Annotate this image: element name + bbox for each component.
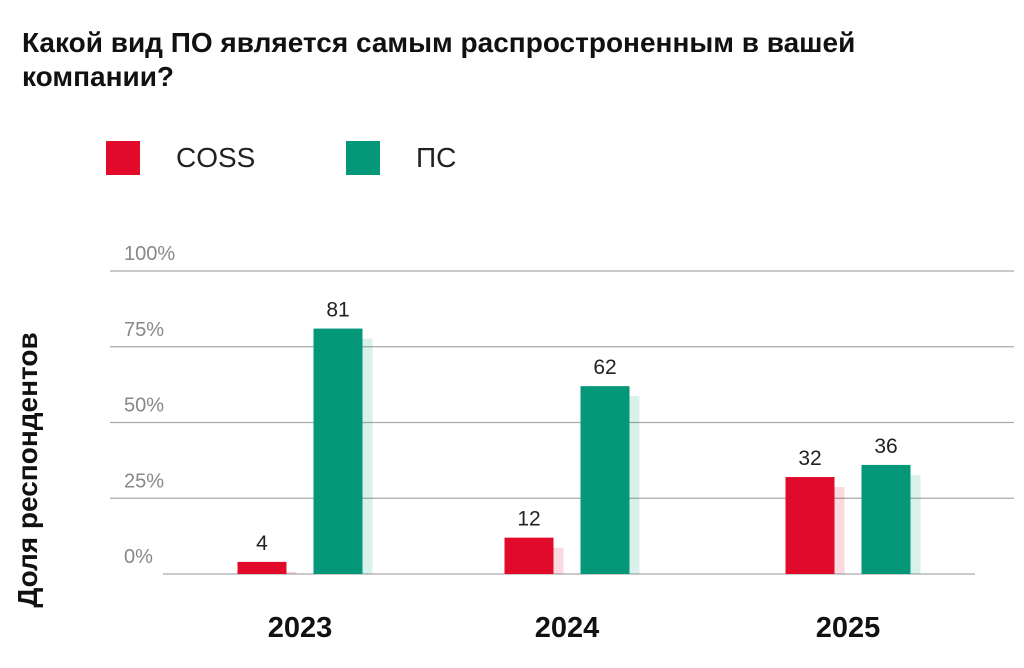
legend-swatch-coss: [106, 141, 140, 175]
bar-пс: [313, 328, 363, 574]
y-tick-label: 50%: [124, 395, 164, 417]
y-tick-label: 100%: [124, 243, 175, 265]
legend-label-coss: COSS: [176, 142, 256, 173]
bar-coss: [504, 537, 554, 574]
data-label: 62: [593, 356, 616, 379]
bar-пс: [580, 386, 630, 574]
x-tick-label: 2025: [816, 612, 881, 644]
legend-swatch-ps: [346, 141, 380, 175]
data-label: 12: [517, 508, 540, 531]
y-tick-label: 75%: [124, 319, 164, 341]
bar-coss: [237, 561, 287, 574]
legend-label-ps: ПС: [416, 142, 457, 173]
legend-item-ps: ПС: [346, 140, 456, 176]
bar-shadow: [553, 547, 564, 574]
bar-пс: [861, 464, 911, 574]
y-tick-label: 0%: [124, 546, 153, 568]
x-tick-label: 2024: [535, 612, 600, 644]
x-tick-label: 2023: [268, 612, 333, 644]
legend-item-coss: COSS: [106, 140, 255, 176]
y-tick-label: 25%: [124, 470, 164, 492]
data-label: 36: [874, 435, 897, 458]
data-label: 32: [798, 447, 821, 470]
bar-coss: [785, 477, 835, 574]
bar-shadow: [629, 396, 640, 574]
data-label: 81: [326, 299, 349, 322]
bar-shadow: [834, 487, 845, 574]
bar-shadow: [910, 474, 921, 574]
chart-title: Какой вид ПО является самым распростроне…: [22, 27, 856, 92]
data-label: 4: [256, 532, 268, 555]
bar-shadow: [362, 338, 373, 574]
bar-shadow: [286, 571, 297, 574]
